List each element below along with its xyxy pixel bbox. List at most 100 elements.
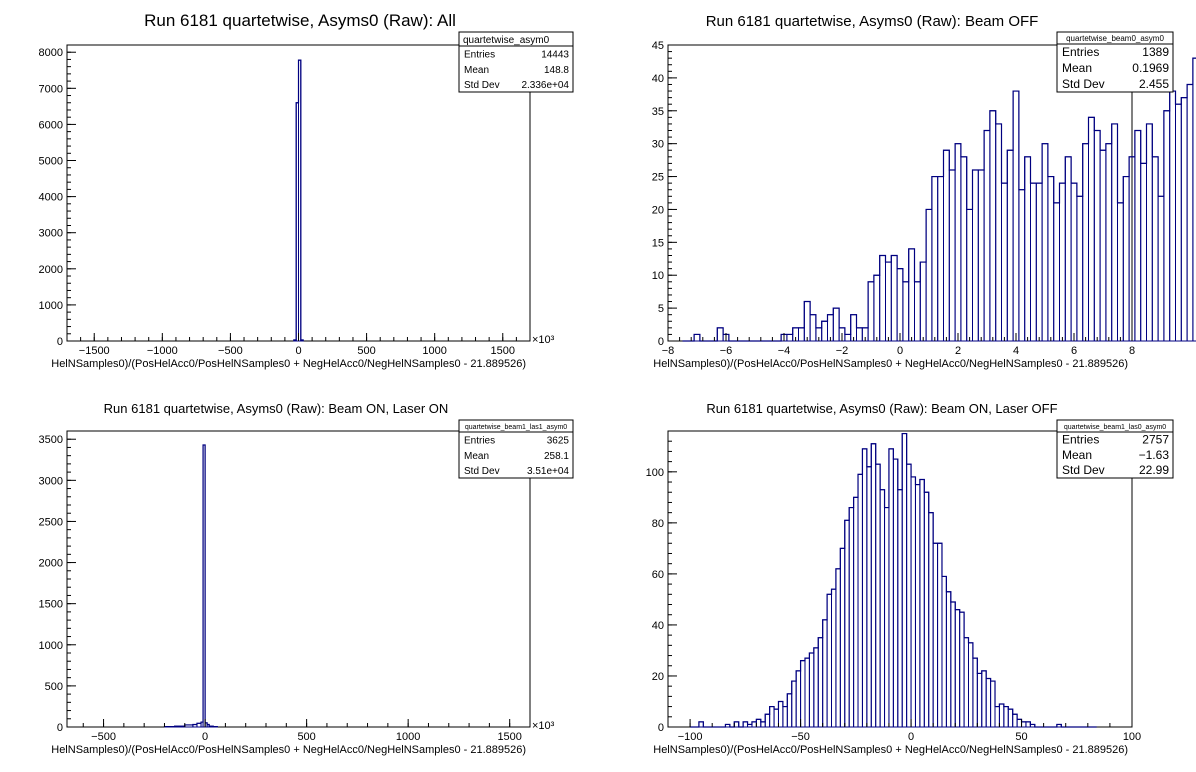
x-exponent-label: ×10³	[532, 720, 555, 732]
histogram-bin	[873, 274, 881, 342]
histogram-bin	[808, 652, 815, 728]
histogram-bin	[879, 489, 886, 728]
stats-value: 22.99	[1139, 463, 1169, 477]
histogram-bin	[1140, 162, 1147, 342]
x-axis: −100 −50 0 50 100	[667, 719, 1141, 743]
stats-box-name: quartetwise_beam1_las0_asym0	[1064, 424, 1166, 431]
y-tick-label: 20	[652, 204, 664, 216]
stats-box-name: quartetwise_beam1_las1_asym0	[465, 424, 567, 431]
histogram-bin	[769, 706, 775, 728]
histogram-pane-1: Run 6181 quartetwise, Asyms0 (Raw): All −…	[39, 11, 574, 370]
histogram-bin	[870, 443, 877, 728]
histogram-bin	[1093, 130, 1101, 342]
histogram-bin	[923, 491, 930, 728]
x-axis: −500 0 500 1000 1500	[82, 719, 531, 743]
histogram-bin	[966, 208, 974, 342]
y-tick-label: 3000	[39, 475, 63, 487]
histogram-bin	[1047, 176, 1055, 342]
histogram-bin	[976, 672, 983, 728]
stats-value: −1.63	[1139, 448, 1170, 462]
histogram-bin	[786, 333, 794, 342]
histogram-outline	[682, 57, 1196, 342]
histogram-bin	[867, 281, 875, 342]
stats-value: 1389	[1142, 45, 1169, 59]
histogram-bin	[716, 327, 724, 342]
histogram-bin	[990, 680, 996, 728]
x-tick-label: 6	[1071, 345, 1077, 357]
stats-label: Mean	[1062, 448, 1092, 462]
histogram-bin	[1186, 83, 1194, 342]
histogram-bin	[1175, 103, 1182, 342]
stats-label: Std Dev	[1062, 463, 1105, 477]
x-tick-label: 0	[202, 731, 208, 743]
x-tick-label: −1500	[79, 345, 110, 357]
y-tick-label: 3000	[39, 228, 63, 240]
chart-title: Run 6181 quartetwise, Asyms0 (Raw): Beam…	[706, 13, 1039, 30]
histogram-bin	[1012, 713, 1018, 728]
histogram-bin	[1169, 90, 1176, 342]
y-tick-label: 7000	[39, 83, 63, 95]
histogram-bin	[1001, 182, 1008, 342]
stats-label: Std Dev	[1062, 77, 1105, 91]
x-tick-label: −500	[218, 345, 243, 357]
x-tick-label: −1000	[147, 345, 178, 357]
histogram-bin	[1053, 202, 1060, 342]
y-tick-label: 2500	[39, 516, 63, 528]
histogram-bin	[908, 248, 916, 342]
histogram-bin	[751, 721, 757, 728]
histogram-bin	[798, 327, 805, 342]
x-axis-title: HelNSamples0)/(PosHelAcc0/PosHelNSamples…	[653, 744, 1128, 756]
histogram-bin	[959, 611, 965, 728]
stats-label: Std Dev	[464, 466, 500, 477]
histogram-bin	[1012, 90, 1020, 342]
histogram-bin	[1016, 718, 1023, 728]
histogram-bin	[937, 176, 945, 342]
histogram-bin	[835, 568, 841, 728]
stats-value: 0.1969	[1132, 61, 1169, 75]
histogram-bin	[954, 609, 961, 728]
histogram-bin	[943, 149, 950, 342]
histogram-bin	[884, 507, 890, 728]
histogram-bin	[896, 268, 904, 342]
y-tick-label: 5000	[39, 156, 63, 168]
stats-label: Mean	[464, 65, 489, 76]
histogram-bin	[890, 254, 898, 342]
histogram-bin	[967, 642, 974, 728]
x-axis: −1500 −1000 −500 0 500 1000 1500	[66, 333, 531, 357]
y-tick-label: 0	[57, 336, 63, 348]
histogram-bin	[932, 542, 939, 728]
histogram-bin	[844, 519, 850, 728]
histogram-bin	[989, 110, 997, 342]
histogram-outline	[690, 432, 1097, 728]
stats-value: 14443	[541, 50, 569, 61]
stats-value: 2.455	[1139, 77, 1169, 91]
stats-box-name: quartetwise_beam0_asym0	[1066, 34, 1164, 43]
stats-value: 2.336e+04	[521, 80, 569, 91]
histogram-bin	[931, 176, 939, 342]
histogram-bin	[879, 254, 887, 342]
histogram-bin	[892, 458, 899, 728]
x-tick-label: 1500	[497, 731, 521, 743]
x-tick-label: −100	[678, 731, 703, 743]
stats-box-frame	[458, 31, 574, 93]
x-tick-label: −500	[91, 731, 116, 743]
histogram-bin	[813, 647, 819, 728]
histogram-bin	[1180, 97, 1188, 342]
stats-box: quartetwise_beam0_asym0 Entries 1389 Mean 0.…	[1056, 31, 1174, 93]
histogram-bin	[764, 713, 771, 728]
histogram-bin	[937, 542, 943, 728]
histogram-bin	[861, 448, 868, 728]
x-tick-label: −6	[720, 345, 733, 357]
y-tick-label: 2000	[39, 264, 63, 276]
x-tick-label: 0	[295, 345, 301, 357]
histogram-bin	[817, 637, 824, 728]
y-tick-label: 4000	[39, 192, 63, 204]
stats-box-frame	[1056, 419, 1174, 479]
histogram-bin	[832, 307, 840, 342]
y-axis: 0 1000 2000 3000 4000 5000 6000 7000 8000	[39, 44, 76, 348]
histogram-bin	[1105, 143, 1113, 342]
x-tick-label: 0	[897, 345, 903, 357]
histogram-pane-4: Run 6181 quartetwise, Asyms0 (Raw): Beam…	[646, 401, 1174, 756]
histogram-bin	[1111, 123, 1118, 342]
histogram-bin	[875, 463, 881, 728]
